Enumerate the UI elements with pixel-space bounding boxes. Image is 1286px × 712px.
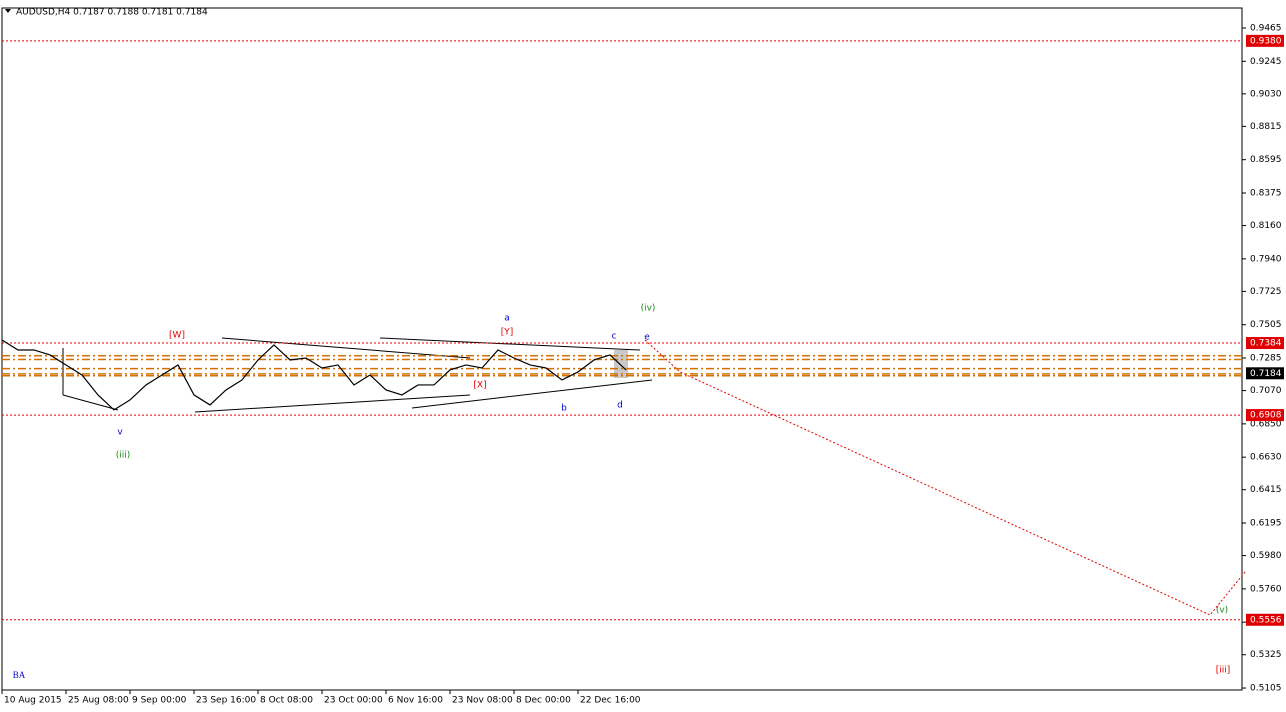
chart-title: AUDUSD,H4 0.7187 0.7188 0.7181 0.7184 [16, 8, 208, 18]
x-tick-label: 23 Sep 16:00 [196, 696, 256, 706]
wave-label: [W] [169, 331, 185, 341]
y-tick-label: 0.7940 [1250, 254, 1282, 264]
y-tick-label: 0.5980 [1250, 551, 1282, 561]
level-label: 0.7384 [1250, 339, 1282, 349]
wave-label: (iv) [641, 304, 656, 314]
y-tick-label: 0.8595 [1250, 155, 1282, 165]
level-label: 0.5556 [1250, 615, 1282, 625]
highlight-box [614, 350, 628, 378]
y-tick-label: 0.6630 [1250, 453, 1282, 463]
forecast-path [644, 339, 1246, 616]
menu-arrow [5, 9, 11, 13]
y-tick-label: 0.6415 [1250, 485, 1282, 495]
trendlines [62, 337, 653, 413]
y-tick-label: 0.6850 [1250, 419, 1282, 429]
y-tick-label: 0.5325 [1250, 650, 1282, 660]
x-tick-label: 23 Nov 08:00 [452, 696, 513, 706]
wave-label: c [612, 332, 617, 342]
level-tag [1246, 337, 1284, 350]
plot-frame [1, 7, 1243, 691]
level-label: 0.6908 [1250, 411, 1282, 421]
y-tick-label: 0.8375 [1250, 188, 1282, 198]
y-tick-label: 0.8160 [1250, 221, 1282, 231]
y-tick-label: 0.7070 [1250, 386, 1282, 396]
y-tick-label: 0.9030 [1250, 89, 1282, 99]
x-tick-label: 25 Aug 08:00 [68, 696, 129, 706]
y-tick-label: 0.6195 [1250, 519, 1282, 529]
level-tag [1246, 613, 1284, 626]
level-tag [1246, 409, 1284, 422]
wave-label: [Y] [501, 328, 514, 338]
y-tick-label: 0.7725 [1250, 287, 1282, 297]
x-tick-label: 8 Dec 00:00 [516, 696, 571, 706]
x-tick-label: 23 Oct 00:00 [324, 696, 383, 706]
level-label: 0.9380 [1250, 36, 1282, 46]
current-price-label: 0.7184 [1250, 369, 1282, 379]
wave-label: (iii) [116, 451, 131, 461]
wave-label: [iii] [1216, 666, 1231, 676]
y-tick-label: 0.8815 [1250, 122, 1282, 132]
level-tag [1246, 34, 1284, 47]
x-tick-label: 22 Dec 16:00 [580, 696, 641, 706]
x-tick-label: 8 Oct 08:00 [260, 696, 313, 706]
wave-label: e [644, 333, 650, 343]
y-tick-label: 0.5760 [1250, 584, 1282, 594]
x-tick-label: 9 Sep 00:00 [132, 696, 187, 706]
y-tick-label: 0.9245 [1250, 57, 1282, 67]
y-tick-label: 0.5105 [1250, 684, 1282, 694]
price-line [1, 339, 627, 411]
wave-label: (v) [1216, 606, 1228, 616]
wave-label: b [561, 404, 567, 414]
y-tick-label: 0.9465 [1250, 23, 1282, 33]
wave-label: a [504, 314, 510, 324]
wave-label: v [117, 428, 123, 438]
current-price-tag [1246, 367, 1284, 380]
y-tick-label: 0.7285 [1250, 354, 1282, 364]
wave-label: [X] [473, 381, 486, 391]
wave-label: BA [13, 670, 26, 680]
wave-label: d [617, 401, 623, 411]
x-tick-label: 6 Nov 16:00 [388, 696, 443, 706]
x-tick-label: 10 Aug 2015 [4, 696, 62, 706]
y-tick-label: 0.7505 [1250, 320, 1282, 330]
